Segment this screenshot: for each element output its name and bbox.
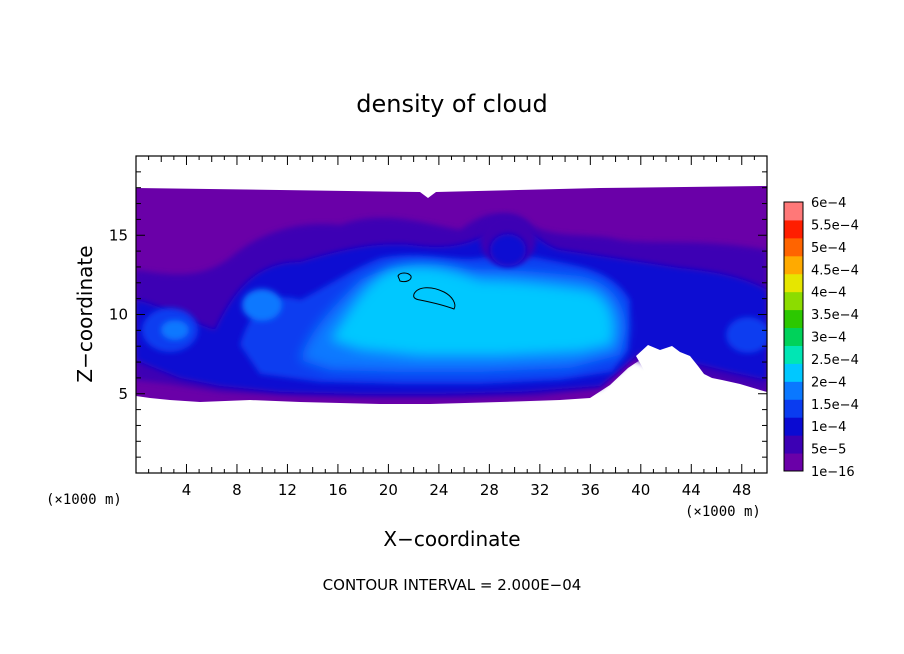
y-tick-label: 10 (109, 306, 128, 324)
colorbar-swatch (784, 453, 803, 472)
colorbar-label: 5e−4 (811, 241, 846, 256)
colorbar-label: 4.5e−4 (811, 263, 859, 278)
colorbar-label: 3e−4 (811, 331, 846, 346)
z-unit-label: (×1000 m) (46, 492, 122, 508)
colorbar: 6e−4 5.5e−4 5e−4 4.5e−4 4e−4 3.5e−4 3e−4 2.5e−4… (783, 196, 859, 480)
colorbar-swatch (784, 255, 803, 275)
x-axis-ticks: 4 8 12 16 20 24 28 32 36 40 44 48 (148, 156, 755, 499)
colorbar-label: 6e−4 (811, 196, 846, 211)
colorbar-label: 5e−5 (811, 443, 846, 458)
colorbar-swatch (784, 417, 803, 436)
contour-interval-note: CONTOUR INTERVAL = 2.000E−04 (323, 576, 582, 594)
x-tick-label: 24 (429, 481, 448, 499)
colorbar-swatch (784, 327, 803, 346)
colorbar-swatch (784, 381, 803, 400)
x-tick-label: 8 (232, 481, 242, 499)
colorbar-swatch (784, 309, 803, 329)
colorbar-label: 2e−4 (811, 375, 846, 390)
x-unit-label: (×1000 m) (685, 504, 761, 520)
colorbar-label: 5.5e−4 (811, 218, 859, 233)
cloud-core (330, 266, 614, 356)
cloud-field (136, 186, 767, 406)
colorbar-label: 2.5e−4 (811, 353, 859, 368)
colorbar-swatch (784, 219, 803, 239)
colorbar-label: 1.5e−4 (811, 398, 859, 413)
chart-title: density of cloud (356, 90, 547, 118)
x-tick-label: 28 (480, 481, 499, 499)
x-tick-label: 32 (530, 481, 549, 499)
clear-gap-right (636, 345, 767, 406)
x-tick-label: 40 (631, 481, 650, 499)
y-axis-ticks: 5 10 15 (109, 171, 767, 458)
colorbar-swatch (784, 345, 803, 364)
x-tick-label: 20 (379, 481, 398, 499)
colorbar-label: 1e−16 (811, 465, 855, 480)
y-axis-label: Z−coordinate (73, 245, 97, 382)
colorbar-swatch (784, 399, 803, 418)
colorbar-frame (783, 201, 804, 472)
contour-line-1 (397, 272, 412, 283)
left-blob-inner (161, 320, 189, 340)
x-tick-label: 44 (682, 481, 701, 499)
x-tick-label: 4 (182, 481, 192, 499)
x-tick-label: 16 (328, 481, 347, 499)
right-blob (726, 317, 767, 353)
colorbar-swatch (784, 291, 803, 311)
colorbar-swatch (784, 363, 803, 382)
colorbar-swatch (784, 202, 803, 221)
x-axis-label: X−coordinate (383, 527, 520, 551)
colorbar-swatch (784, 237, 803, 257)
colorbar-swatch (784, 273, 803, 293)
y-tick-label: 15 (109, 226, 128, 244)
colorbar-label: 1e−4 (811, 420, 846, 435)
x-tick-label: 48 (732, 481, 751, 499)
x-tick-label: 36 (581, 481, 600, 499)
colorbar-label: 4e−4 (811, 286, 846, 301)
top-bubble-inner (490, 234, 526, 266)
contour-line-2 (413, 287, 456, 310)
colorbar-swatch (784, 435, 803, 454)
mid-left-blob (242, 289, 282, 321)
x-tick-label: 12 (278, 481, 297, 499)
y-tick-label: 5 (118, 385, 128, 403)
colorbar-label: 3.5e−4 (811, 308, 859, 323)
